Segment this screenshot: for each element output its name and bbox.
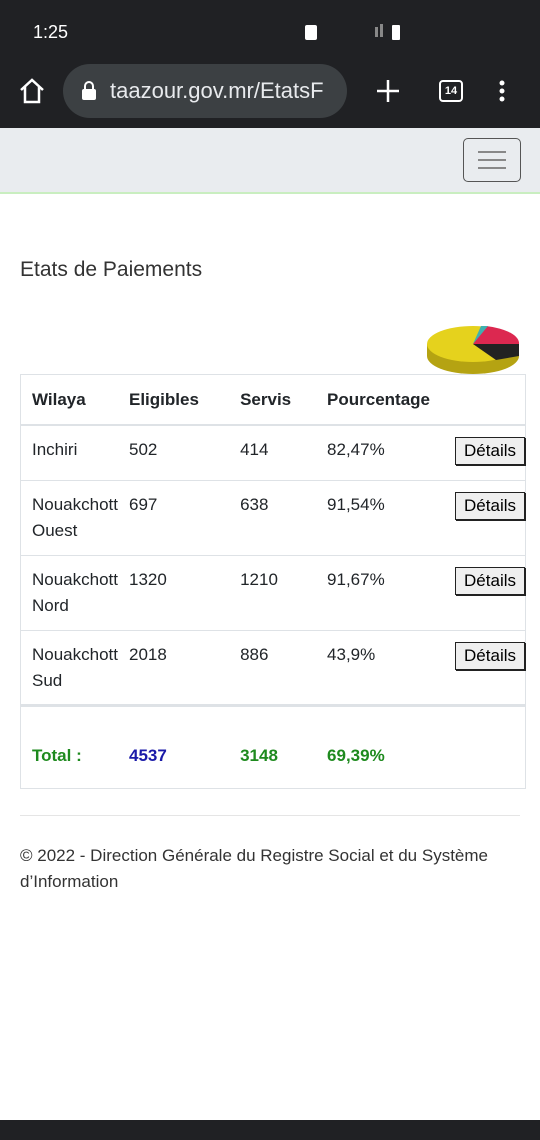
footer: © 2022 - Direction Générale du Registre … <box>20 846 488 891</box>
table-cell: 886 <box>229 630 317 706</box>
table-row: Nouakchott Ouest 697 638 91,54% Détails <box>20 480 526 556</box>
home-button[interactable] <box>18 76 48 106</box>
pie-chart-icon[interactable] <box>426 324 524 378</box>
table-cell: Inchiri <box>20 424 118 481</box>
table-cell: 1320 <box>118 555 230 631</box>
address-bar[interactable] <box>63 64 347 118</box>
column-header-blank <box>430 374 526 426</box>
table-cell: 43,9% <box>316 630 431 706</box>
total-cell: 4537 <box>118 704 230 789</box>
table-cell: 1210 <box>229 555 317 631</box>
table-row: Nouakchott Nord 1320 1210 91,67% Détails <box>20 555 526 631</box>
total-row: Total :4537 3148 69,39% <box>20 704 526 789</box>
total-cell: 3148 <box>229 704 317 789</box>
action-cell: Détails <box>430 630 526 706</box>
total-blank <box>430 704 526 789</box>
table-cell: 82,47% <box>316 424 431 481</box>
table-cell: 697 <box>118 480 230 556</box>
table-cell: 91,67% <box>316 555 431 631</box>
menu-button[interactable] <box>495 78 509 106</box>
table-cell: Nouakchott Sud <box>20 630 118 706</box>
action-cell: Détails <box>430 555 526 631</box>
table-cell: Nouakchott Ouest <box>20 480 118 556</box>
table-cell: Nouakchott Nord <box>20 555 118 631</box>
table-cell: 2018 <box>118 630 230 706</box>
action-cell: Détails <box>430 480 526 556</box>
table-cell: 638 <box>229 480 317 556</box>
hamburger-icon <box>478 151 506 169</box>
column-header: Eligibles <box>118 374 230 426</box>
table-cell: 414 <box>229 424 317 481</box>
total-cell: 69,39% <box>316 704 431 789</box>
tab-count[interactable]: 14 <box>439 80 463 102</box>
payments-table: Wilaya Eligibles Servis Pourcentage Inchiri 5… <box>20 374 526 789</box>
table-cell: 91,54% <box>316 480 431 556</box>
table-cell: 502 <box>118 424 230 481</box>
navbar-toggle[interactable] <box>463 138 521 182</box>
column-header: Servis <box>229 374 317 426</box>
page-title: Etats de Paiements <box>20 258 203 281</box>
details-button[interactable]: Détails <box>455 567 525 595</box>
navigation-bar <box>0 1120 540 1140</box>
details-button[interactable]: Détails <box>455 642 525 670</box>
total-cell: Total : <box>20 704 118 789</box>
status-icons <box>305 24 400 40</box>
column-header: Wilaya <box>20 374 118 426</box>
table-body: Inchiri 502 414 82,47% Détails Nouakchott Oue… <box>20 424 526 789</box>
navbar <box>0 128 540 194</box>
action-cell: Détails <box>430 424 526 481</box>
details-button[interactable]: Détails <box>455 436 525 465</box>
header-row: Wilaya Eligibles Servis Pourcentage <box>20 374 526 426</box>
url[interactable]: taazour.gov.mr/EtatsF <box>110 78 324 103</box>
status-time: 1:25 <box>33 22 69 42</box>
column-header: Pourcentage <box>316 374 431 426</box>
details-button[interactable]: Détails <box>455 492 525 520</box>
table-row: Nouakchott Sud 2018 886 43,9% Détails <box>20 630 526 706</box>
divider <box>20 815 520 816</box>
table-row: Inchiri 502 414 82,47% Détails <box>20 424 526 481</box>
new-tab-button[interactable] <box>375 78 401 104</box>
lock-icon <box>82 81 96 100</box>
